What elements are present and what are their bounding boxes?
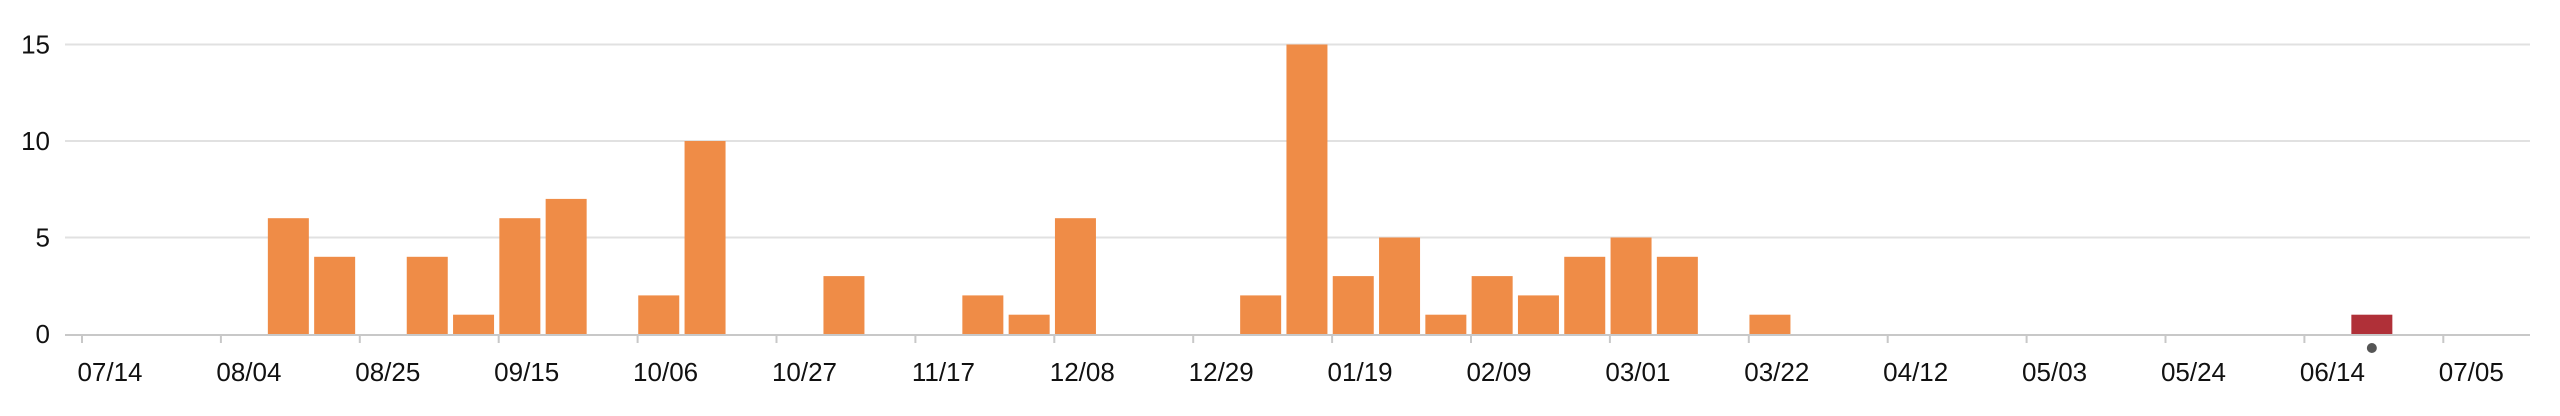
bar-11-03 <box>823 276 865 334</box>
bar-03-22 <box>1749 314 1791 334</box>
bar-09-15 <box>499 218 541 334</box>
bar-11-24 <box>962 295 1004 334</box>
bar-12-01 <box>1008 314 1050 334</box>
x-axis-tick-labels: 07/14 08/04 08/25 09/15 10/06 10/27 11/17 12/08… <box>77 357 2503 387</box>
x-tick-label-07-05: 07/05 <box>2439 357 2504 387</box>
bar-06-21 <box>2351 314 2393 334</box>
x-tick-label-12-08: 12/08 <box>1050 357 1115 387</box>
y-tick-label-0: 0 <box>36 319 50 349</box>
bar-03-01 <box>1610 237 1652 334</box>
x-tick-label-11-17: 11/17 <box>912 357 975 387</box>
bars <box>267 44 2393 334</box>
x-tick-label-03-22: 03/22 <box>1744 357 1809 387</box>
x-tick-label-09-15: 09/15 <box>494 357 559 387</box>
y-tick-label-15: 15 <box>21 30 50 60</box>
current-week-marker-group <box>2366 343 2377 353</box>
bar-08-18 <box>314 256 356 334</box>
bar-02-23 <box>1564 256 1606 334</box>
bar-10-06 <box>638 295 680 334</box>
bar-01-05 <box>1240 295 1282 334</box>
x-tick-label-10-27: 10/27 <box>772 357 837 387</box>
bar-01-26 <box>1379 237 1421 334</box>
x-tick-label-12-29: 12/29 <box>1189 357 1254 387</box>
bar-09-08 <box>453 314 495 334</box>
y-axis-tick-labels: 0 5 10 15 <box>21 30 50 350</box>
x-tick-label-08-25: 08/25 <box>355 357 420 387</box>
x-tick-label-08-04: 08/04 <box>216 357 281 387</box>
x-tick-label-04-12: 04/12 <box>1883 357 1948 387</box>
bar-02-02 <box>1425 314 1467 334</box>
x-tick-label-02-09: 02/09 <box>1466 357 1531 387</box>
bar-02-09 <box>1471 276 1513 334</box>
bar-01-19 <box>1332 276 1374 334</box>
bar-10-13 <box>684 141 726 334</box>
x-tick-label-03-01: 03/01 <box>1605 357 1670 387</box>
x-axis-ticks <box>81 335 2445 343</box>
bar-02-16 <box>1517 295 1559 334</box>
current-week-marker <box>2366 343 2377 353</box>
bar-09-01 <box>406 256 448 334</box>
bar-12-08 <box>1054 218 1096 334</box>
x-tick-label-05-03: 05/03 <box>2022 357 2087 387</box>
x-tick-label-10-06: 10/06 <box>633 357 698 387</box>
y-tick-label-10: 10 <box>21 126 50 156</box>
y-tick-label-5: 5 <box>36 223 50 253</box>
bar-08-11 <box>267 218 309 334</box>
x-tick-label-06-14: 06/14 <box>2300 357 2365 387</box>
bar-09-22 <box>545 198 587 334</box>
x-tick-label-01-19: 01/19 <box>1328 357 1393 387</box>
bar-03-08 <box>1656 256 1698 334</box>
x-tick-label-07-14: 07/14 <box>77 357 142 387</box>
bar-01-12 <box>1286 44 1328 334</box>
x-tick-label-05-24: 05/24 <box>2161 357 2226 387</box>
